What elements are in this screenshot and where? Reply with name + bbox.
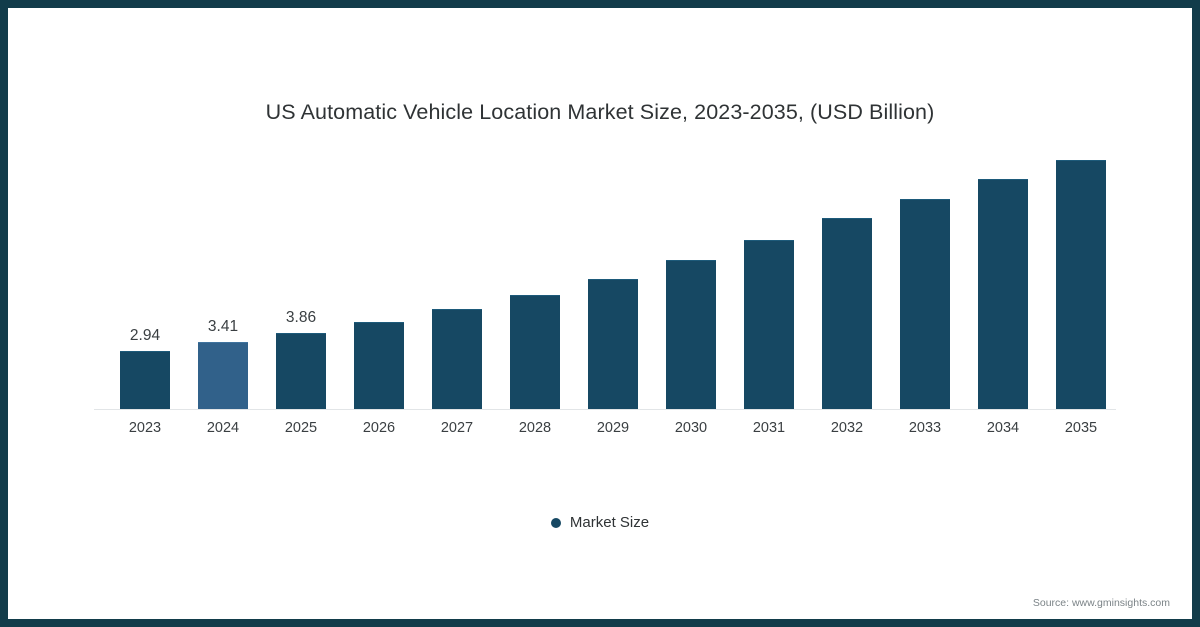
bar-slot (900, 169, 950, 409)
x-tick-2032: 2032 (830, 420, 864, 436)
bar-2024[interactable] (198, 342, 248, 409)
legend-item-0[interactable]: Market Size (550, 514, 650, 531)
bar-2032[interactable] (822, 218, 872, 409)
chart-title: US Automatic Vehicle Location Market Siz… (265, 100, 935, 124)
x-tick-2024: 2024 (206, 420, 240, 436)
chart-canvas: US Automatic Vehicle Location Market Siz… (8, 8, 1192, 619)
bar-2030[interactable] (666, 260, 716, 409)
bar-slot (978, 149, 1028, 409)
bar-2026[interactable] (354, 322, 404, 409)
x-tick-2034: 2034 (986, 420, 1020, 436)
bar-slot (510, 265, 560, 409)
bar-slot (432, 279, 482, 409)
x-tick-2026: 2026 (362, 420, 396, 436)
bar-value-label-2023: 2.94 (129, 327, 161, 344)
x-tick-2029: 2029 (596, 420, 630, 436)
x-tick-2033: 2033 (908, 420, 942, 436)
x-tick-2031: 2031 (752, 420, 786, 436)
bar-2031[interactable] (744, 240, 794, 409)
bar-slot (744, 210, 794, 409)
bar-slot (666, 230, 716, 409)
bar-2035[interactable] (1056, 160, 1106, 409)
bar-slot: 2.94 (120, 321, 170, 409)
bar-slot (588, 249, 638, 409)
bar-slot (822, 188, 872, 409)
chart-legend: Market Size (8, 514, 1192, 531)
x-tick-2023: 2023 (128, 420, 162, 436)
bar-value-label-2024: 3.41 (207, 318, 239, 335)
x-tick-2027: 2027 (440, 420, 474, 436)
legend-label: Market Size (569, 514, 650, 531)
x-tick-2025: 2025 (284, 420, 318, 436)
bar-2025[interactable] (276, 333, 326, 409)
x-tick-2035: 2035 (1064, 420, 1098, 436)
source-attribution: Source: www.gminsights.com (1032, 597, 1170, 609)
x-tick-2030: 2030 (674, 420, 708, 436)
bar-slot: 3.41 (198, 312, 248, 409)
x-axis-line (94, 409, 1116, 410)
bar-2028[interactable] (510, 295, 560, 409)
bar-value-label-2025: 3.86 (285, 309, 317, 326)
bar-2027[interactable] (432, 309, 482, 409)
bar-2034[interactable] (978, 179, 1028, 409)
bar-slot: 3.86 (276, 303, 326, 409)
bar-2033[interactable] (900, 199, 950, 409)
plot-area: 2.94 3.41 3.86 (94, 148, 1116, 410)
bar-slot (1056, 130, 1106, 409)
bar-slot (354, 292, 404, 409)
bar-2029[interactable] (588, 279, 638, 409)
bar-2023[interactable] (120, 351, 170, 409)
legend-marker-icon (550, 517, 561, 528)
x-axis-tick-labels: 2023 2024 2025 2026 2027 2028 2029 2030 2031 2032… (94, 420, 1116, 442)
x-tick-2028: 2028 (518, 420, 552, 436)
